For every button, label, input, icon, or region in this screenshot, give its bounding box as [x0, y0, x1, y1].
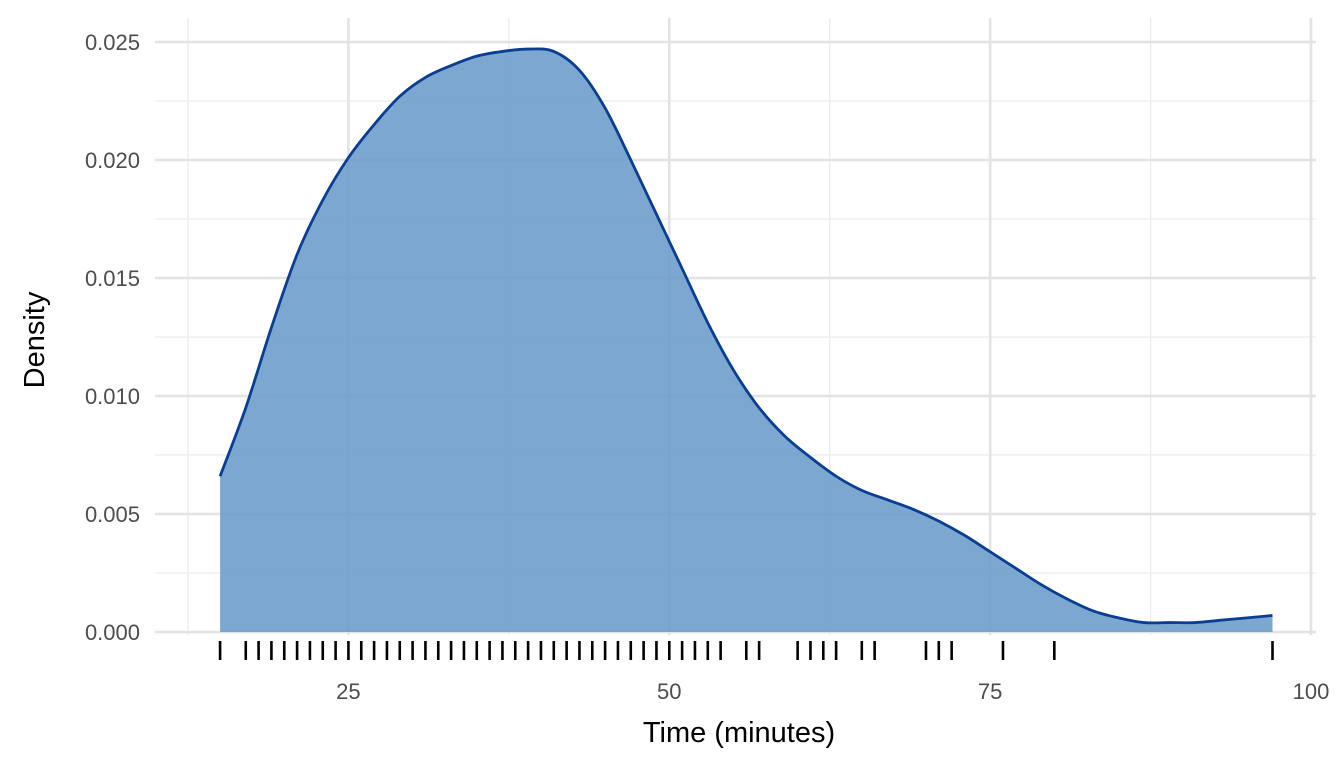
y-tick-label: 0.000 [85, 620, 140, 645]
y-axis-tick-labels: 0.000 0.005 0.010 0.015 0.020 0.025 [85, 30, 140, 645]
x-axis-title: Time (minutes) [643, 717, 835, 749]
density-line [218, 47, 1273, 625]
x-tick-label: 25 [336, 679, 360, 704]
y-tick-label: 0.005 [85, 502, 140, 527]
rug-marks [218, 641, 1274, 660]
y-tick-label: 0.015 [85, 266, 140, 291]
x-tick-label: 100 [1293, 679, 1330, 704]
x-tick-label: 50 [657, 679, 681, 704]
x-tick-label: 75 [978, 679, 1002, 704]
y-tick-label: 0.020 [85, 148, 140, 173]
y-tick-label: 0.010 [85, 384, 140, 409]
y-tick-label: 0.025 [85, 30, 140, 55]
density-series [218, 47, 1273, 633]
x-axis-tick-labels: 25 50 75 100 [336, 679, 1329, 704]
density-area [220, 48, 1273, 633]
y-axis-title: Density [19, 291, 51, 388]
